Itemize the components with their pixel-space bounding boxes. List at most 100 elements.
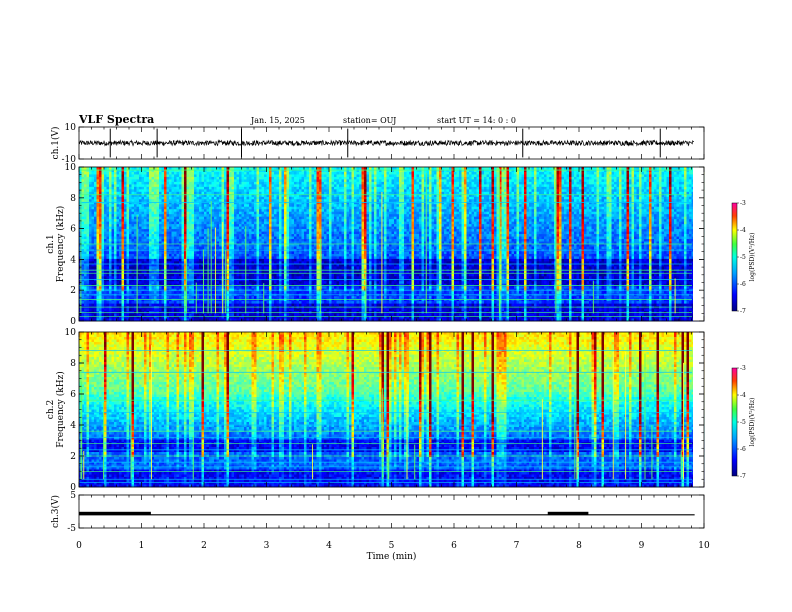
spectrogram-cell [117,189,120,192]
spectrogram-cell [194,212,197,215]
spectrogram-cell [337,189,340,192]
spectrogram-cell [429,184,432,187]
spectrogram-cell [374,204,377,207]
spectrogram-cell [152,177,155,180]
spectrogram-cell [142,172,145,175]
spectrogram-cell [404,177,407,180]
spectrogram-cell [442,197,445,200]
spectrogram-cell [187,197,190,200]
spectrogram-cell [144,174,147,177]
spectrogram-cell [362,207,365,210]
spectrogram-cell [594,179,597,182]
spectrogram-cell [232,209,235,212]
spectrogram-cell [232,212,235,215]
spectrogram-cell [637,182,640,185]
spectrogram-cell [587,182,590,185]
spectrogram-cell [199,214,202,217]
spectrogram-cell [184,204,187,207]
spectrogram-cell [527,177,530,180]
spectrogram-cell [184,179,187,182]
spectrogram-cell [222,212,225,215]
spectrogram-cell [384,174,387,177]
spectrogram-cell [609,179,612,182]
spectrogram-cell [592,192,595,195]
spectrogram-cell [334,192,337,195]
spectrogram-cell [502,199,505,202]
spectrogram-cell [147,172,150,175]
spectrogram-cell [479,177,482,180]
spectrogram-cell [392,184,395,187]
spectrogram-cell [92,189,95,192]
spectrogram-cell [137,187,140,190]
spectrogram-cell [107,214,110,217]
spectrogram-cell [217,189,220,192]
spectrogram-cell [244,182,247,185]
spectrogram-cell [682,192,685,195]
spectrogram-cell [284,184,287,187]
spectrogram-cell [92,177,95,180]
spectrogram-cell [672,182,675,185]
spectrogram-cell [539,199,542,202]
spectrogram-cell [287,192,290,195]
spectrogram-cell [517,179,520,182]
spectrogram-cell [359,199,362,202]
spectrogram-cell [434,209,437,212]
spectrogram-cell [112,197,115,200]
spectrogram-cell [684,199,687,202]
spectrogram-cell [682,184,685,187]
spectrogram-cell [369,214,372,217]
spectrogram-cell [602,187,605,190]
spectrogram-cell [684,179,687,182]
spectrogram-cell [299,179,302,182]
spectrogram-cell [472,192,475,195]
spectrogram-cell [184,197,187,200]
spectrogram-cell [659,204,662,207]
spectrogram-cell [637,197,640,200]
spectrogram-cell [377,187,380,190]
spectrogram-cell [264,207,267,210]
spectrogram-cell [592,187,595,190]
spectrogram-cell [147,192,150,195]
spectrogram-cell [477,174,480,177]
spectrogram-cell [687,174,690,177]
spectrogram-cell [617,177,620,180]
spectrogram-cell [662,204,665,207]
spectrogram-cell [392,212,395,215]
spectrogram-cell [252,172,255,175]
spectrogram-cell [294,214,297,217]
spectrogram-cell [352,187,355,190]
spectrogram-cell [322,174,325,177]
spectrogram-cell [504,179,507,182]
spectrogram-cell [357,179,360,182]
spectrogram-cell [607,204,610,207]
spectrogram-cell [397,192,400,195]
spectrogram-cell [537,174,540,177]
spectrogram-cell [352,212,355,215]
spectrogram-cell [419,167,422,170]
spectrogram-cell [567,209,570,212]
spectrogram-cell [377,184,380,187]
spectrogram-cell [262,184,265,187]
spectrogram-cell [274,207,277,210]
spectrogram-cell [419,189,422,192]
spectrogram-cell [587,192,590,195]
spectrogram-cell [367,209,370,212]
spectrogram-cell [629,174,632,177]
spectrogram-cell [219,167,222,170]
spectrogram-cell [612,197,615,200]
spectrogram-cell [127,192,130,195]
spectrogram-cell [469,187,472,190]
spectrogram-cell [482,177,485,180]
spectrogram-cell [352,172,355,175]
spectrogram-cell [444,197,447,200]
spectrogram-cell [674,189,677,192]
spectrogram-cell [514,197,517,200]
spectrogram-cell [437,189,440,192]
spectrogram-cell [452,177,455,180]
spectrogram-cell [404,209,407,212]
spectrogram-cell [199,174,202,177]
spectrogram-cell [157,197,160,200]
spectrogram-cell [219,214,222,217]
spectrogram-cell [562,199,565,202]
spectrogram-cell [272,209,275,212]
